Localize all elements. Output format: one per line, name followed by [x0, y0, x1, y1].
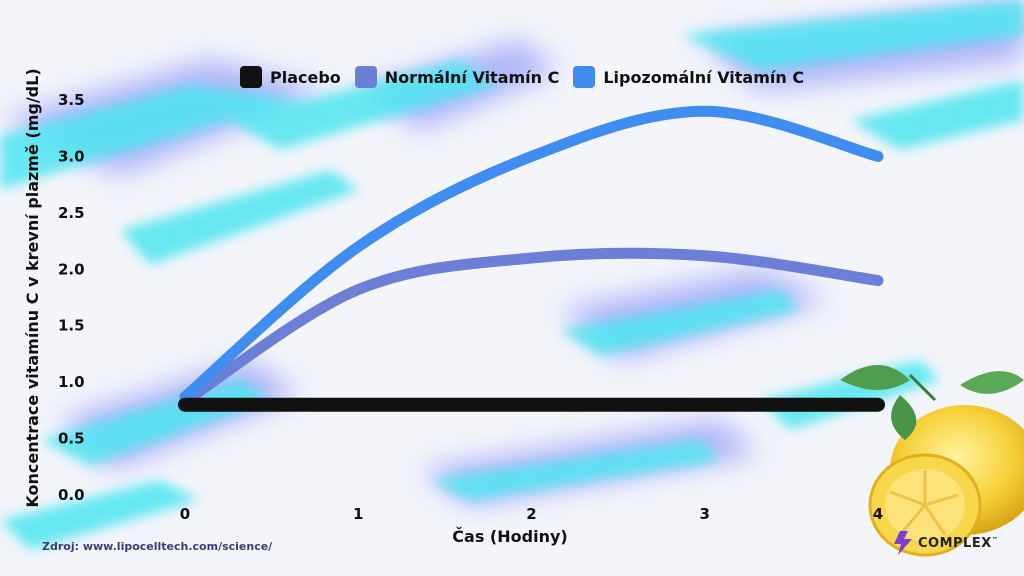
- x-axis-label: Čas (Hodiny): [452, 527, 567, 546]
- y-tick-label: 0.0: [58, 486, 85, 504]
- y-tick-label: 0.5: [58, 430, 85, 448]
- chart-legend: Placebo Normální Vitamín C Lipozomální V…: [240, 66, 804, 88]
- x-tick-label: 0: [180, 505, 190, 523]
- x-tick-label: 4: [873, 505, 883, 523]
- brand-name: COMPLEX™: [918, 535, 999, 551]
- legend-label-placebo: Placebo: [270, 67, 341, 87]
- source-text: Zdroj: www.lipocelltech.com/science/: [42, 540, 273, 553]
- y-tick-label: 2.0: [58, 260, 85, 278]
- y-tick-label: 1.0: [58, 373, 85, 391]
- y-tick-label: 3.0: [58, 147, 85, 165]
- lightning-bolt-icon: [894, 531, 912, 555]
- legend-label-liposomal: Lipozomální Vitamín C: [603, 67, 805, 87]
- legend-swatch-placebo: [240, 66, 262, 88]
- series-line-normal: [179, 247, 884, 407]
- y-tick-label: 3.5: [58, 91, 85, 109]
- legend-swatch-liposomal: [573, 66, 596, 88]
- brand-logo: COMPLEX™: [892, 530, 998, 556]
- y-tick-label: 1.5: [58, 317, 85, 335]
- legend-swatch-normal: [354, 66, 377, 88]
- y-tick-label: 2.5: [58, 204, 85, 222]
- legend-item-placebo: Placebo: [240, 66, 341, 88]
- series-line-liposomal: [179, 105, 884, 403]
- lemon-illustration: [840, 365, 1024, 557]
- series-lines: [178, 105, 885, 412]
- x-axis-ticks: 0 1 2 3 4: [180, 505, 883, 523]
- x-tick-label: 1: [353, 505, 363, 523]
- legend-item-normal: Normální Vitamín C: [354, 66, 560, 88]
- legend-label-normal: Normální Vitamín C: [384, 67, 560, 87]
- x-tick-label: 2: [526, 505, 536, 523]
- legend-item-liposomal: Lipozomální Vitamín C: [573, 66, 804, 88]
- x-tick-label: 3: [700, 505, 710, 523]
- y-axis-label: Koncentrace vitamínu C v krevní plazmě (…: [23, 68, 42, 507]
- y-axis-ticks: 0.0 0.5 1.0 1.5 2.0 2.5 3.0 3.5: [58, 91, 85, 504]
